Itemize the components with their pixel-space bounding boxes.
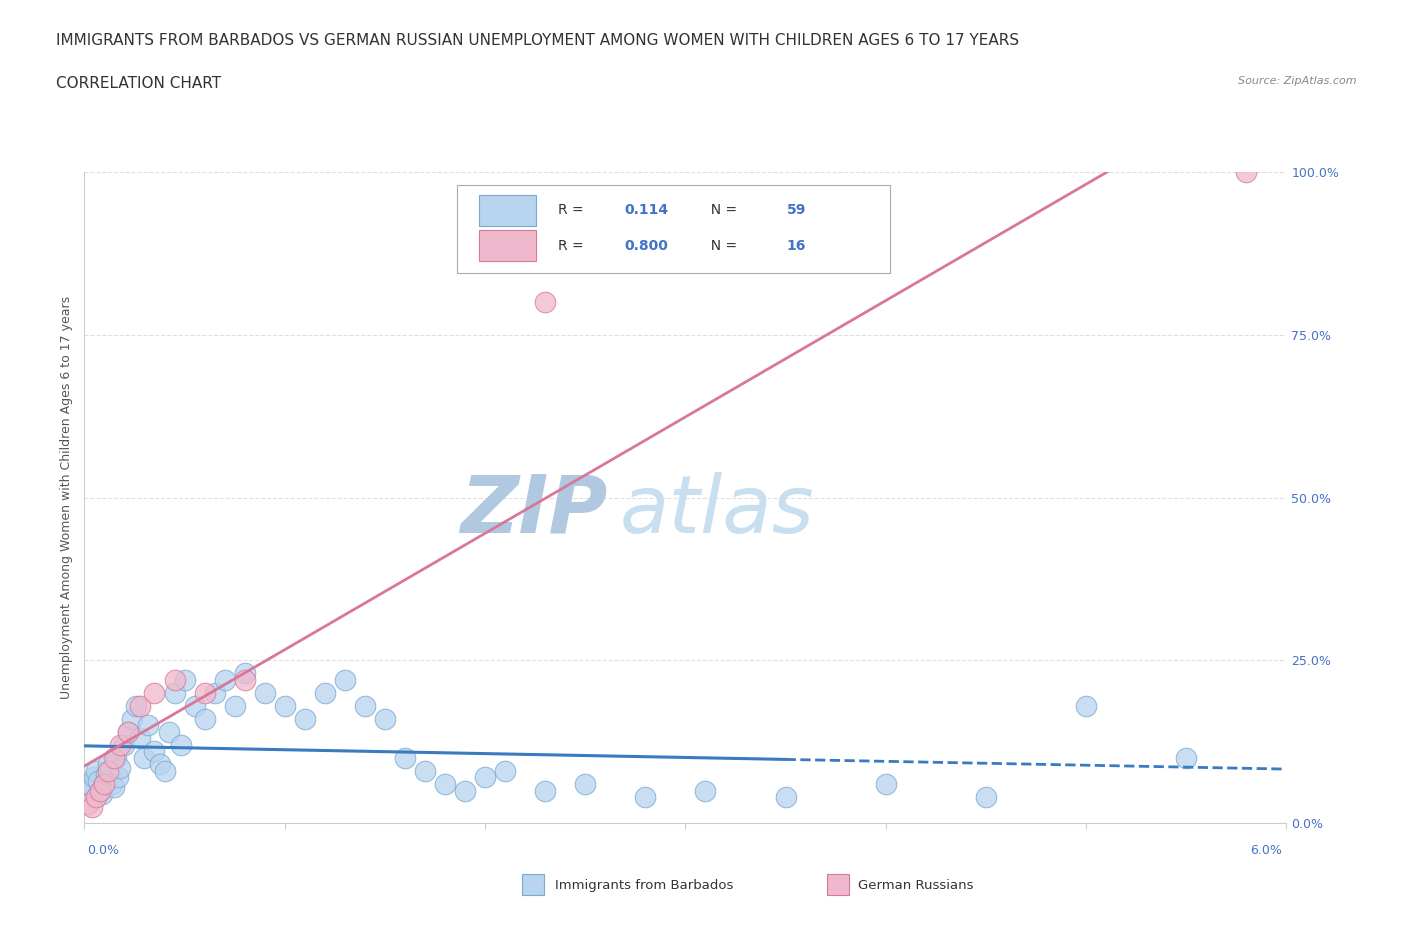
Point: [97, 764, 120, 778]
Text: 0.0%: 0.0%: [87, 844, 120, 857]
Point: [157, 724, 180, 739]
Point: [394, 751, 416, 765]
Point: [274, 698, 297, 713]
Point: [121, 711, 143, 726]
Point: [110, 761, 132, 776]
Point: [434, 777, 457, 791]
Point: [494, 764, 516, 778]
Point: [100, 764, 122, 778]
Point: [79, 777, 101, 791]
Point: [695, 783, 717, 798]
Point: [96, 766, 118, 781]
Bar: [522, 874, 544, 895]
Point: [204, 685, 226, 700]
Point: [163, 672, 186, 687]
Text: German Russians: German Russians: [858, 879, 973, 892]
Point: [89, 783, 111, 798]
Point: [214, 672, 236, 687]
Point: [534, 295, 557, 310]
Point: [1234, 165, 1257, 179]
Point: [253, 685, 276, 700]
Point: [83, 770, 105, 785]
Point: [86, 790, 108, 804]
Point: [233, 666, 256, 681]
Point: [138, 718, 160, 733]
Text: 16: 16: [786, 239, 806, 253]
Text: IMMIGRANTS FROM BARBADOS VS GERMAN RUSSIAN UNEMPLOYMENT AMONG WOMEN WITH CHILDRE: IMMIGRANTS FROM BARBADOS VS GERMAN RUSSI…: [56, 33, 1019, 47]
Point: [107, 770, 129, 785]
Text: N =: N =: [702, 239, 742, 253]
Point: [143, 685, 166, 700]
Point: [82, 799, 104, 815]
Text: R =: R =: [558, 204, 588, 218]
Point: [163, 685, 186, 700]
Point: [89, 783, 111, 798]
Text: atlas: atlas: [619, 472, 814, 550]
Point: [117, 724, 139, 739]
Text: 0.800: 0.800: [624, 239, 668, 253]
Bar: [827, 874, 849, 895]
Point: [775, 790, 797, 804]
Text: N =: N =: [702, 204, 742, 218]
Text: 6.0%: 6.0%: [1250, 844, 1282, 857]
Point: [103, 751, 125, 765]
Point: [634, 790, 657, 804]
Point: [129, 698, 152, 713]
Text: 0.114: 0.114: [624, 204, 668, 218]
Point: [82, 779, 104, 794]
Point: [93, 777, 115, 791]
Point: [224, 698, 246, 713]
Text: ZIP: ZIP: [460, 472, 607, 550]
Point: [1175, 751, 1198, 765]
Point: [91, 787, 114, 802]
Text: 59: 59: [786, 204, 806, 218]
Text: R =: R =: [558, 239, 588, 253]
Point: [134, 751, 156, 765]
Point: [93, 777, 115, 791]
Point: [101, 777, 124, 791]
Point: [354, 698, 377, 713]
FancyBboxPatch shape: [457, 185, 890, 273]
Point: [169, 737, 191, 752]
Text: Immigrants from Barbados: Immigrants from Barbados: [555, 879, 734, 892]
Point: [97, 757, 120, 772]
Point: [103, 779, 125, 794]
Point: [87, 774, 110, 789]
Point: [143, 744, 166, 759]
Text: Source: ZipAtlas.com: Source: ZipAtlas.com: [1239, 76, 1357, 86]
Point: [474, 770, 496, 785]
Text: CORRELATION CHART: CORRELATION CHART: [56, 76, 221, 91]
Point: [875, 777, 897, 791]
Point: [194, 711, 217, 726]
Point: [86, 764, 108, 778]
Point: [974, 790, 997, 804]
Point: [105, 751, 128, 765]
FancyBboxPatch shape: [478, 230, 536, 261]
Point: [1076, 698, 1098, 713]
Point: [534, 783, 557, 798]
Point: [183, 698, 205, 713]
FancyBboxPatch shape: [478, 195, 536, 226]
Point: [194, 685, 217, 700]
Point: [454, 783, 477, 798]
Point: [374, 711, 396, 726]
Point: [77, 796, 100, 811]
Point: [294, 711, 316, 726]
Point: [114, 737, 135, 752]
Point: [153, 764, 176, 778]
Point: [125, 698, 148, 713]
Point: [110, 737, 132, 752]
Y-axis label: Unemployment Among Women with Children Ages 6 to 17 years: Unemployment Among Women with Children A…: [60, 296, 73, 699]
Point: [413, 764, 436, 778]
Point: [574, 777, 596, 791]
Point: [314, 685, 336, 700]
Point: [117, 724, 139, 739]
Point: [173, 672, 195, 687]
Point: [333, 672, 356, 687]
Point: [129, 731, 152, 746]
Point: [233, 672, 256, 687]
Point: [149, 757, 172, 772]
Point: [77, 783, 100, 798]
